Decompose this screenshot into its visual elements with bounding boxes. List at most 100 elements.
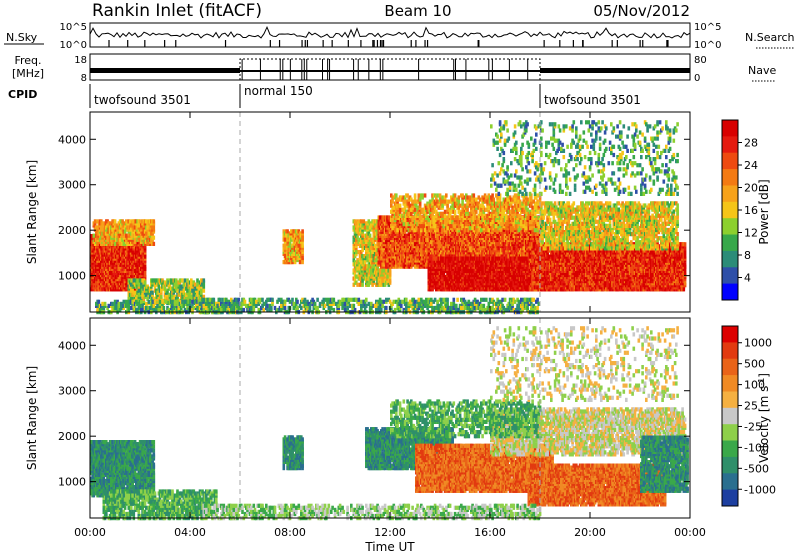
power-cell bbox=[133, 239, 137, 244]
power-cell bbox=[93, 219, 97, 224]
power-echo-band-1 bbox=[92, 219, 156, 246]
freq-tick-bottom: 8 bbox=[81, 73, 87, 84]
power-cell bbox=[151, 290, 154, 295]
power-cell bbox=[193, 299, 197, 304]
power-cell bbox=[355, 250, 358, 255]
power-echo-band-4 bbox=[282, 229, 304, 265]
power-cell bbox=[462, 250, 466, 255]
power-cell bbox=[386, 274, 389, 279]
power-cell bbox=[356, 235, 359, 240]
power-cell bbox=[388, 278, 392, 283]
nsearch-label: N.Search bbox=[745, 31, 795, 44]
power-cell bbox=[101, 221, 104, 226]
power-cell bbox=[113, 219, 117, 224]
nsky-label: N.Sky bbox=[6, 31, 38, 44]
power-cell bbox=[140, 299, 143, 304]
power-cell bbox=[140, 284, 143, 289]
power-cell bbox=[138, 219, 142, 224]
power-cell bbox=[143, 264, 147, 269]
power-cell bbox=[362, 219, 366, 224]
power-cell bbox=[373, 243, 377, 248]
power-cell bbox=[202, 288, 206, 293]
nave-tick-top: 80 bbox=[694, 55, 707, 66]
power-cell bbox=[366, 258, 369, 263]
power-cell bbox=[361, 247, 364, 253]
power-cell bbox=[137, 282, 141, 287]
power-cell bbox=[107, 303, 111, 308]
power-cell bbox=[165, 299, 168, 304]
power-cell bbox=[108, 221, 112, 226]
nsearch-tick-top: 10^5 bbox=[694, 22, 721, 33]
power-cell bbox=[368, 233, 372, 238]
nsearch-tick-bottom: 10^0 bbox=[694, 40, 721, 51]
power-cell bbox=[127, 303, 131, 308]
figure-title: Rankin Inlet (fitACF) bbox=[92, 1, 262, 21]
power-cell bbox=[196, 290, 199, 295]
power-cell bbox=[356, 282, 359, 287]
power-cell bbox=[182, 282, 186, 287]
power-cell bbox=[173, 299, 177, 304]
power-cell bbox=[388, 268, 392, 273]
power-cell bbox=[137, 223, 141, 228]
power-cell bbox=[196, 278, 199, 283]
freq-label-line1: Freq. bbox=[14, 54, 41, 67]
power-cell bbox=[301, 229, 304, 234]
power-cell bbox=[143, 244, 147, 249]
freq-tick-top: 18 bbox=[74, 55, 87, 66]
power-cell bbox=[148, 305, 152, 311]
power-cell bbox=[360, 219, 363, 224]
power-cell bbox=[122, 299, 126, 304]
freq-panel: Freq. [MHz] 18 8 80 0 Nave bbox=[12, 53, 776, 84]
power-cell bbox=[382, 268, 386, 273]
nsky-trace bbox=[89, 25, 691, 47]
power-cell bbox=[143, 272, 147, 278]
power-cell bbox=[103, 301, 107, 306]
power-cell bbox=[288, 241, 292, 246]
power-cell bbox=[166, 290, 169, 295]
power-cell bbox=[152, 235, 156, 240]
power-cell bbox=[301, 243, 304, 248]
power-cell bbox=[176, 299, 179, 304]
power-cell bbox=[111, 301, 114, 306]
cpid-row: CPID twofsound 3501 normal 150 twofsound… bbox=[8, 84, 641, 108]
power-cell bbox=[147, 299, 151, 304]
power-cell bbox=[286, 229, 289, 234]
power-cell bbox=[181, 278, 184, 283]
power-cell bbox=[96, 307, 99, 313]
nsky-panel: N.Sky 10^5 10^0 10^5 10^0 N.Search bbox=[4, 22, 795, 51]
power-cell bbox=[363, 225, 367, 230]
power-cell bbox=[115, 305, 118, 311]
power-cell bbox=[97, 299, 101, 304]
cpid-label: CPID bbox=[8, 88, 37, 101]
nsky-tick-bottom: 10^0 bbox=[60, 40, 87, 51]
beam-label: Beam 10 bbox=[384, 2, 451, 20]
power-cell bbox=[137, 288, 141, 293]
power-cell bbox=[122, 241, 126, 246]
nave-line bbox=[239, 58, 541, 80]
power-cell bbox=[162, 305, 166, 311]
power-cell bbox=[128, 239, 132, 244]
power-cell bbox=[298, 260, 302, 265]
power-cell bbox=[368, 280, 372, 285]
power-cell bbox=[143, 280, 147, 285]
power-cell bbox=[390, 250, 393, 255]
power-cell bbox=[135, 307, 138, 313]
power-cell bbox=[192, 305, 196, 311]
power-cell bbox=[200, 288, 203, 293]
power-cell bbox=[153, 299, 157, 304]
power-cell bbox=[196, 282, 199, 287]
power-cell bbox=[152, 241, 156, 246]
power-cell bbox=[365, 243, 368, 248]
power-cell bbox=[92, 233, 96, 238]
freq-band-3 bbox=[540, 68, 690, 73]
power-cell bbox=[136, 301, 139, 306]
power-cell bbox=[183, 278, 187, 283]
freq-band-1 bbox=[90, 68, 240, 73]
power-cell bbox=[132, 278, 136, 283]
freq-trace bbox=[90, 58, 690, 80]
power-cell bbox=[122, 221, 126, 226]
nave-label: Nave bbox=[748, 64, 776, 77]
nsky-tick-top: 10^5 bbox=[60, 22, 87, 33]
